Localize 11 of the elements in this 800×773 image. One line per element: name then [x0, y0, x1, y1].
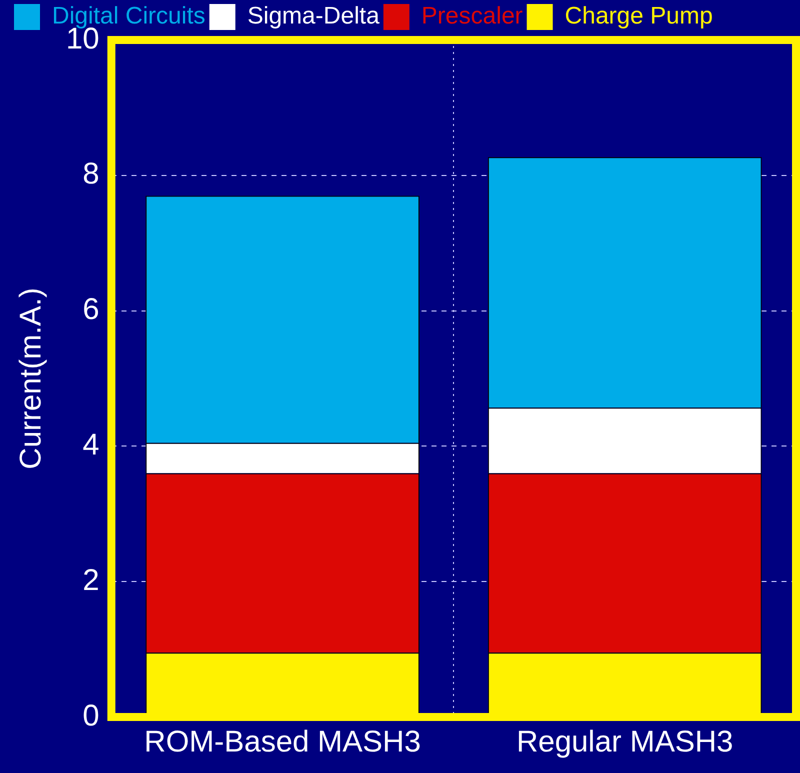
y-tick-label: 6: [82, 293, 100, 326]
y-tick-label: 8: [82, 158, 100, 191]
y-tick-label: 2: [82, 564, 100, 597]
x-tick-label: Regular MASH3: [516, 725, 734, 758]
legend-label: Sigma-Delta: [247, 2, 380, 30]
y-axis-title: Current(m.A.): [14, 288, 48, 470]
legend-label: Prescaler: [421, 2, 523, 30]
y-tick-label: 0: [82, 699, 100, 732]
y-tick-label: 4: [82, 428, 100, 462]
legend-label: Charge Pump: [564, 2, 713, 30]
x-tick-label: ROM-Based MASH3: [144, 725, 421, 758]
